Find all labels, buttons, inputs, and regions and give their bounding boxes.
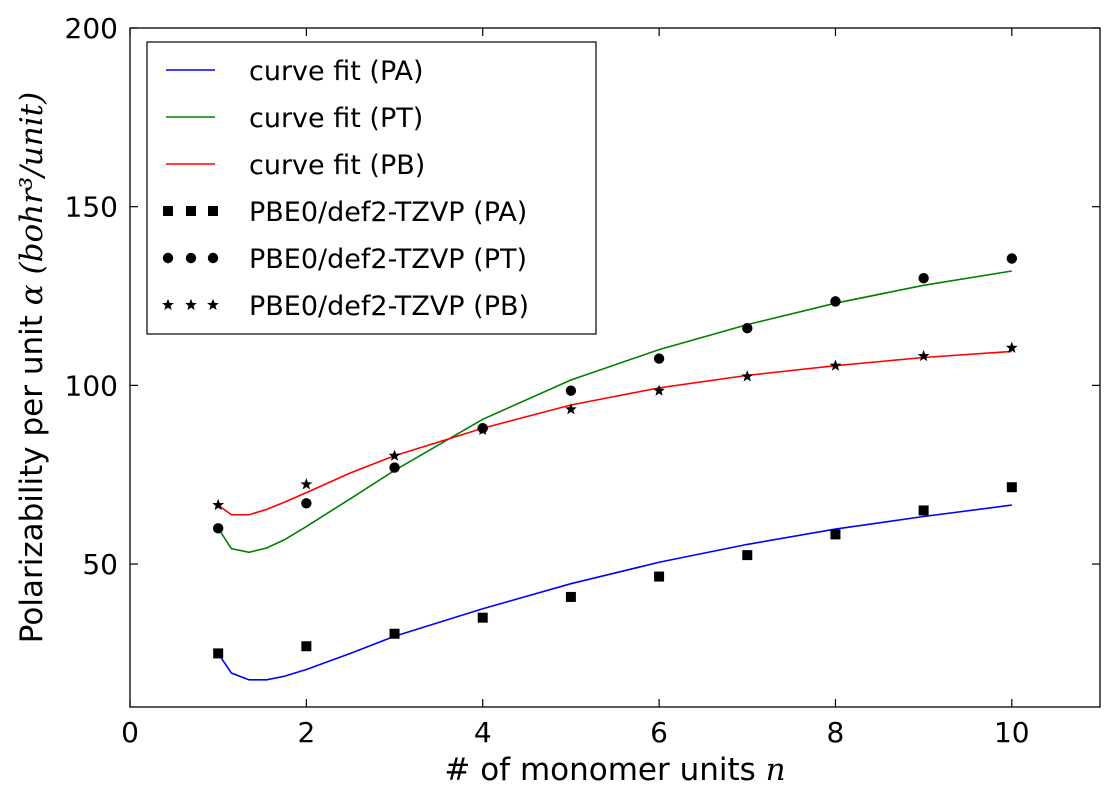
data-point — [476, 423, 489, 436]
y-tick-label: 200 — [65, 12, 118, 45]
data-point — [565, 403, 577, 415]
y-tick-label: 150 — [65, 191, 118, 224]
data-point — [1006, 253, 1018, 264]
series-5 — [212, 341, 1018, 511]
x-tick-label: 8 — [827, 716, 845, 749]
series-2 — [217, 350, 1012, 516]
data-point — [388, 449, 401, 461]
x-axis-label: # of monomer units n — [444, 752, 785, 788]
legend-marker-swatch — [162, 252, 174, 264]
data-point — [830, 529, 841, 540]
data-point — [565, 591, 576, 602]
legend-label: PBE0/def2-TZVP (PT) — [249, 244, 527, 275]
legend-item: PBE0/def2-TZVP (PT) — [162, 244, 527, 275]
data-point — [653, 384, 665, 396]
axes-layer: 0 2 4 6 8 10 50 100 150 200 — [65, 12, 1100, 749]
legend-item: curve fit (PT) — [166, 103, 423, 134]
data-point — [212, 498, 225, 511]
plot-frame — [129, 27, 1101, 708]
data-point — [653, 353, 665, 364]
legend-label: PBE0/def2-TZVP (PB) — [249, 291, 529, 322]
series-4 — [212, 253, 1018, 534]
legend-label: curve fit (PT) — [249, 103, 423, 134]
x-tick-label: 0 — [121, 716, 139, 749]
y-axis-label-math: α (bohr³/unit) — [14, 92, 50, 305]
series-0 — [217, 504, 1012, 681]
data-point — [389, 462, 400, 473]
legend-item: PBE0/def2-TZVP (PA) — [163, 197, 527, 228]
data-point — [1006, 482, 1017, 493]
series-3 — [213, 482, 1017, 659]
x-axis-label-text: # of monomer units — [444, 752, 765, 788]
y-tick-label: 50 — [82, 548, 118, 581]
data-point — [213, 648, 224, 659]
data-point — [212, 523, 224, 534]
legend-marker-swatch — [162, 298, 174, 311]
data-point — [918, 505, 929, 516]
series-line — [217, 504, 1012, 681]
legend-item: curve fit (PA) — [166, 56, 424, 87]
x-axis-label-math: n — [766, 752, 786, 788]
data-point — [742, 550, 753, 561]
legend-marker-swatch — [186, 206, 196, 216]
data-point — [477, 612, 488, 623]
series-layer — [212, 253, 1018, 681]
legend-marker-swatch — [163, 206, 173, 216]
legend-label: PBE0/def2-TZVP (PA) — [249, 197, 527, 228]
y-tick-label: 100 — [65, 369, 118, 402]
data-point — [1005, 341, 1018, 353]
legend-marker-swatch — [207, 298, 219, 311]
x-tick-label: 2 — [297, 716, 315, 749]
x-tick-label: 10 — [994, 716, 1030, 749]
legend-marker-swatch — [207, 252, 219, 264]
legend-marker-swatch — [208, 206, 218, 216]
data-point — [830, 296, 841, 307]
data-point — [300, 478, 313, 490]
legend-label: curve fit (PB) — [249, 150, 425, 181]
data-point — [917, 349, 930, 362]
legend-marker-swatch — [185, 298, 197, 311]
y-axis-label-text: Polarizability per unit — [14, 305, 50, 643]
legend: curve fit (PA) curve fit (PT) curve fit (P… — [146, 41, 597, 335]
data-point — [389, 628, 400, 639]
data-point — [741, 370, 754, 382]
legend-box — [146, 41, 597, 335]
data-point — [654, 571, 665, 582]
series-line — [217, 350, 1012, 516]
data-point — [829, 359, 842, 371]
legend-marker-swatch — [185, 252, 197, 264]
data-point — [742, 322, 753, 334]
data-point — [301, 498, 312, 509]
legend-item: curve fit (PB) — [166, 150, 425, 181]
legend-label: curve fit (PA) — [249, 56, 424, 87]
legend-item: PBE0/def2-TZVP (PB) — [162, 291, 529, 322]
data-point — [565, 385, 577, 396]
x-tick-label: 6 — [650, 716, 668, 749]
y-axis-label: Polarizability per unit α (bohr³/unit) — [14, 92, 50, 643]
data-point — [301, 641, 312, 652]
x-tick-label: 4 — [474, 716, 492, 749]
data-point — [918, 272, 929, 284]
